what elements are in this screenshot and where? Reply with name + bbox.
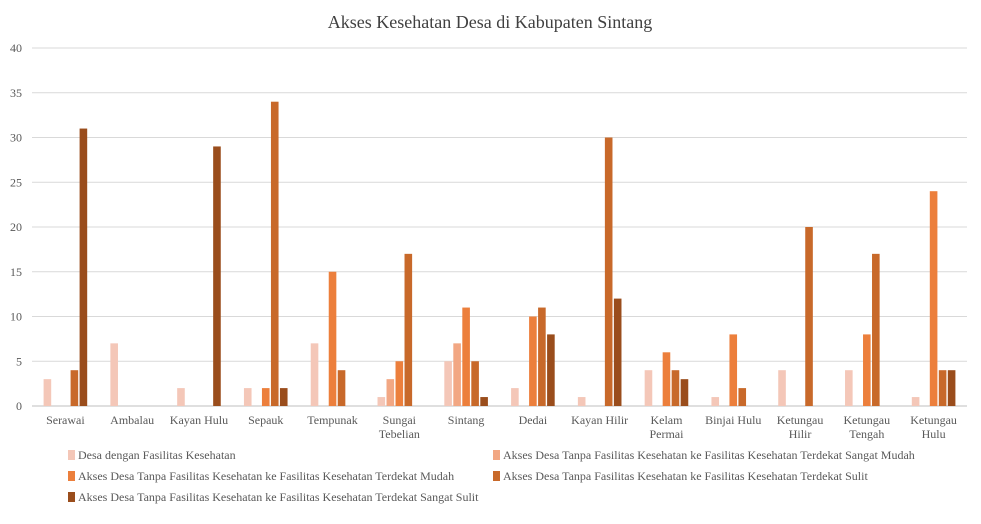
y-tick-label: 15 bbox=[10, 265, 22, 279]
bar bbox=[845, 370, 853, 406]
bar bbox=[738, 388, 747, 406]
x-tick-label: Kayan Hilir bbox=[571, 413, 628, 427]
x-tick-label: Dedai bbox=[519, 413, 548, 427]
x-tick-label: Binjai Hulu bbox=[705, 413, 761, 427]
bar bbox=[680, 379, 689, 406]
x-tick-label: Tempunak bbox=[307, 413, 357, 427]
bar bbox=[671, 370, 680, 406]
legend-label: Akses Desa Tanpa Fasilitas Kesehatan ke … bbox=[78, 469, 454, 483]
bar bbox=[328, 271, 337, 406]
bar bbox=[577, 397, 586, 406]
y-tick-label: 5 bbox=[16, 354, 22, 368]
x-tick-label: Ketungau Hulu bbox=[910, 413, 957, 441]
legend-label: Akses Desa Tanpa Fasilitas Kesehatan ke … bbox=[503, 448, 915, 462]
bar bbox=[538, 307, 546, 406]
legend-swatch bbox=[68, 492, 75, 502]
bar bbox=[270, 101, 279, 406]
y-tick-label: 40 bbox=[10, 41, 22, 55]
legend-swatch bbox=[493, 471, 500, 481]
x-tick-label: Ambalau bbox=[110, 413, 154, 427]
legend-item: Akses Desa Tanpa Fasilitas Kesehatan ke … bbox=[68, 469, 454, 483]
bar bbox=[177, 388, 185, 406]
bar bbox=[547, 334, 555, 406]
bar bbox=[110, 343, 118, 406]
bar bbox=[711, 397, 720, 406]
bar bbox=[444, 361, 452, 406]
bar bbox=[79, 128, 88, 407]
legend-label: Akses Desa Tanpa Fasilitas Kesehatan ke … bbox=[78, 490, 479, 504]
x-axis-ticks: Serawai Ambalau Kayan Hulu Sepauk Tempunak Su… bbox=[46, 413, 957, 441]
bar bbox=[778, 370, 786, 406]
bar bbox=[662, 352, 671, 406]
bar bbox=[604, 137, 613, 406]
y-tick-label: 25 bbox=[10, 175, 22, 189]
y-axis-ticks: 0 5 10 15 20 25 30 35 40 bbox=[10, 41, 22, 413]
legend-swatch bbox=[68, 471, 75, 481]
x-tick-label: Serawai bbox=[46, 413, 85, 427]
legend-item: Akses Desa Tanpa Fasilitas Kesehatan ke … bbox=[493, 448, 915, 462]
bar bbox=[261, 388, 270, 406]
bar bbox=[310, 343, 319, 406]
legend-swatch bbox=[493, 450, 500, 460]
x-tick-label: Sungai Tebelian bbox=[379, 413, 420, 441]
bar bbox=[947, 370, 956, 406]
bar bbox=[70, 370, 79, 406]
chart-title: Akses Kesehatan Desa di Kabupaten Sintan… bbox=[328, 12, 652, 32]
x-tick-label: Ketungau Tengah bbox=[843, 413, 890, 441]
bar bbox=[480, 397, 488, 406]
bar bbox=[644, 370, 653, 406]
bar bbox=[43, 379, 52, 406]
legend-item: Akses Desa Tanpa Fasilitas Kesehatan ke … bbox=[493, 469, 868, 483]
bar bbox=[471, 361, 479, 406]
bar bbox=[863, 334, 871, 406]
legend-label: Akses Desa Tanpa Fasilitas Kesehatan ke … bbox=[503, 469, 868, 483]
bar bbox=[911, 397, 920, 406]
x-tick-label: Ketungau Hilir bbox=[777, 413, 824, 441]
bar bbox=[404, 253, 413, 406]
bar bbox=[872, 253, 880, 406]
legend-swatch bbox=[68, 450, 75, 460]
bar bbox=[613, 298, 622, 406]
y-tick-label: 0 bbox=[16, 399, 22, 413]
chart-legend: Desa dengan Fasilitas Kesehatan Akses Des… bbox=[68, 448, 915, 504]
y-tick-label: 35 bbox=[10, 86, 22, 100]
grid-layer bbox=[32, 47, 967, 407]
bar bbox=[938, 370, 947, 406]
legend-label: Desa dengan Fasilitas Kesehatan bbox=[78, 448, 236, 462]
legend-item: Desa dengan Fasilitas Kesehatan bbox=[68, 448, 236, 462]
bar bbox=[395, 361, 404, 406]
bar bbox=[511, 388, 519, 406]
bar bbox=[462, 307, 470, 406]
bar bbox=[377, 397, 386, 406]
bar bbox=[213, 146, 221, 406]
bar bbox=[729, 334, 738, 406]
bar bbox=[453, 343, 461, 406]
bar bbox=[337, 370, 346, 406]
bar-layer bbox=[43, 101, 956, 407]
bar bbox=[243, 388, 252, 406]
x-tick-label: Sintang bbox=[448, 413, 485, 427]
y-tick-label: 10 bbox=[10, 310, 22, 324]
bar bbox=[529, 316, 537, 406]
bar bbox=[805, 227, 813, 406]
y-tick-label: 20 bbox=[10, 220, 22, 234]
x-tick-label: Kelam Permai bbox=[649, 413, 684, 441]
legend-item: Akses Desa Tanpa Fasilitas Kesehatan ke … bbox=[68, 490, 479, 504]
bar bbox=[386, 379, 395, 406]
x-tick-label: Kayan Hulu bbox=[170, 413, 228, 427]
bar bbox=[929, 191, 938, 406]
x-tick-label: Sepauk bbox=[248, 413, 283, 427]
bar bbox=[279, 388, 288, 406]
y-tick-label: 30 bbox=[10, 131, 22, 145]
